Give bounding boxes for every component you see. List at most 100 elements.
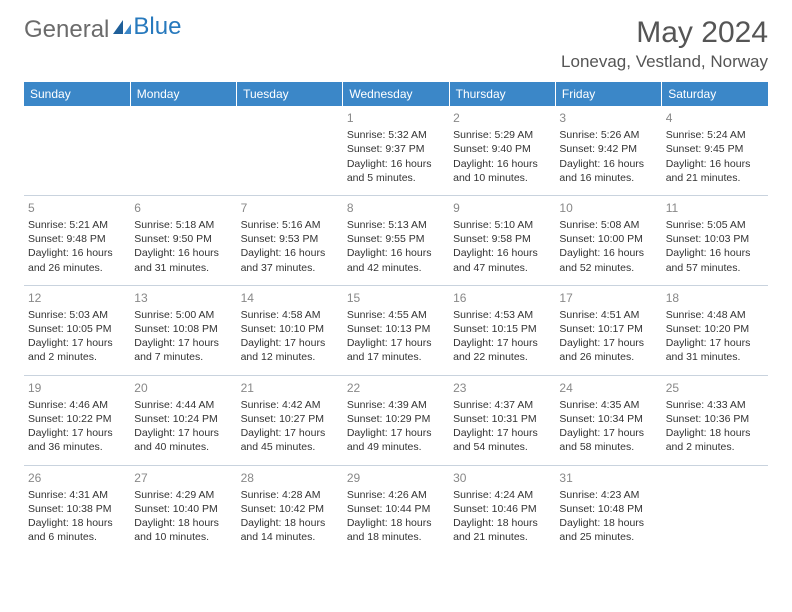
brand-text-1: General [24, 16, 109, 44]
calendar-day-cell: 9 Sunrise: 5:10 AMSunset: 9:58 PMDaylight… [449, 195, 555, 285]
calendar-day-cell: 29 Sunrise: 4:26 AMSunset: 10:44 PMDaylig… [343, 465, 449, 554]
day-info: Sunrise: 4:33 AMSunset: 10:36 PMDaylight… [666, 398, 764, 455]
day-info: Sunrise: 4:44 AMSunset: 10:24 PMDaylight… [134, 398, 232, 455]
weekday-header: Thursday [449, 82, 555, 106]
day-info: Sunrise: 4:29 AMSunset: 10:40 PMDaylight… [134, 488, 232, 545]
day-number: 6 [134, 200, 232, 216]
day-number: 26 [28, 470, 126, 486]
day-info: Sunrise: 5:13 AMSunset: 9:55 PMDaylight:… [347, 218, 445, 275]
calendar-day-cell: 7 Sunrise: 5:16 AMSunset: 9:53 PMDaylight… [237, 195, 343, 285]
day-number: 2 [453, 110, 551, 126]
day-info: Sunrise: 4:39 AMSunset: 10:29 PMDaylight… [347, 398, 445, 455]
day-info: Sunrise: 5:05 AMSunset: 10:03 PMDaylight… [666, 218, 764, 275]
weekday-header: Friday [555, 82, 661, 106]
day-info: Sunrise: 4:46 AMSunset: 10:22 PMDaylight… [28, 398, 126, 455]
day-info: Sunrise: 4:26 AMSunset: 10:44 PMDaylight… [347, 488, 445, 545]
calendar-day-cell: 3Sunrise: 5:26 AMSunset: 9:42 PMDaylight… [555, 106, 661, 195]
calendar-day-cell: 12 Sunrise: 5:03 AMSunset: 10:05 PMDaylig… [24, 285, 130, 375]
day-number: 8 [347, 200, 445, 216]
day-info: Sunrise: 5:32 AMSunset: 9:37 PMDaylight:… [347, 128, 445, 185]
sail-icon [111, 18, 133, 43]
weekday-header: Tuesday [237, 82, 343, 106]
day-info: Sunrise: 4:37 AMSunset: 10:31 PMDaylight… [453, 398, 551, 455]
day-number: 16 [453, 290, 551, 306]
day-number: 28 [241, 470, 339, 486]
calendar-day-cell: 20 Sunrise: 4:44 AMSunset: 10:24 PMDaylig… [130, 375, 236, 465]
location-text: Lonevag, Vestland, Norway [561, 52, 768, 72]
day-info: Sunrise: 4:28 AMSunset: 10:42 PMDaylight… [241, 488, 339, 545]
day-number: 15 [347, 290, 445, 306]
calendar-day-cell: 4Sunrise: 5:24 AMSunset: 9:45 PMDaylight… [662, 106, 768, 195]
day-info: Sunrise: 5:10 AMSunset: 9:58 PMDaylight:… [453, 218, 551, 275]
day-number: 13 [134, 290, 232, 306]
calendar-day-cell: 31 Sunrise: 4:23 AMSunset: 10:48 PMDaylig… [555, 465, 661, 554]
day-number: 5 [28, 200, 126, 216]
calendar-day-cell: 23 Sunrise: 4:37 AMSunset: 10:31 PMDaylig… [449, 375, 555, 465]
day-info: Sunrise: 4:31 AMSunset: 10:38 PMDaylight… [28, 488, 126, 545]
day-number: 30 [453, 470, 551, 486]
calendar-day-cell: 17Sunrise: 4:51 AMSunset: 10:17 PMDaylig… [555, 285, 661, 375]
calendar-day-cell [237, 106, 343, 195]
title-block: May 2024 Lonevag, Vestland, Norway [561, 16, 768, 72]
day-number: 20 [134, 380, 232, 396]
weekday-header: Wednesday [343, 82, 449, 106]
day-info: Sunrise: 4:42 AMSunset: 10:27 PMDaylight… [241, 398, 339, 455]
day-info: Sunrise: 4:24 AMSunset: 10:46 PMDaylight… [453, 488, 551, 545]
day-info: Sunrise: 4:35 AMSunset: 10:34 PMDaylight… [559, 398, 657, 455]
calendar-day-cell [662, 465, 768, 554]
calendar-day-cell: 25 Sunrise: 4:33 AMSunset: 10:36 PMDaylig… [662, 375, 768, 465]
day-number: 24 [559, 380, 657, 396]
day-number: 10 [559, 200, 657, 216]
weekday-header: Monday [130, 82, 236, 106]
day-number: 12 [28, 290, 126, 306]
day-number: 25 [666, 380, 764, 396]
day-info: Sunrise: 5:00 AMSunset: 10:08 PMDaylight… [134, 308, 232, 365]
calendar-table: SundayMondayTuesdayWednesdayThursdayFrid… [24, 82, 768, 554]
day-info: Sunrise: 5:03 AMSunset: 10:05 PMDaylight… [28, 308, 126, 365]
brand-text-2: Blue [133, 13, 181, 40]
calendar-day-cell: 21Sunrise: 4:42 AMSunset: 10:27 PMDaylig… [237, 375, 343, 465]
day-number: 1 [347, 110, 445, 126]
day-info: Sunrise: 5:24 AMSunset: 9:45 PMDaylight:… [666, 128, 764, 185]
day-info: Sunrise: 5:21 AMSunset: 9:48 PMDaylight:… [28, 218, 126, 275]
calendar-day-cell: 24 Sunrise: 4:35 AMSunset: 10:34 PMDaylig… [555, 375, 661, 465]
calendar-day-cell: 2 Sunrise: 5:29 AMSunset: 9:40 PMDaylight… [449, 106, 555, 195]
calendar-day-cell: 28 Sunrise: 4:28 AMSunset: 10:42 PMDaylig… [237, 465, 343, 554]
calendar-week-row: 12 Sunrise: 5:03 AMSunset: 10:05 PMDaylig… [24, 285, 768, 375]
day-info: Sunrise: 5:29 AMSunset: 9:40 PMDaylight:… [453, 128, 551, 185]
day-number: 23 [453, 380, 551, 396]
calendar-day-cell: 27 Sunrise: 4:29 AMSunset: 10:40 PMDaylig… [130, 465, 236, 554]
day-info: Sunrise: 4:51 AMSunset: 10:17 PMDaylight… [559, 308, 657, 365]
calendar-day-cell: 10 Sunrise: 5:08 AMSunset: 10:00 PMDaylig… [555, 195, 661, 285]
day-number: 14 [241, 290, 339, 306]
calendar-day-cell [24, 106, 130, 195]
weekday-header-row: SundayMondayTuesdayWednesdayThursdayFrid… [24, 82, 768, 106]
calendar-day-cell: 19 Sunrise: 4:46 AMSunset: 10:22 PMDaylig… [24, 375, 130, 465]
day-number: 11 [666, 200, 764, 216]
calendar-day-cell: 5 Sunrise: 5:21 AMSunset: 9:48 PMDaylight… [24, 195, 130, 285]
calendar-day-cell: 16 Sunrise: 4:53 AMSunset: 10:15 PMDaylig… [449, 285, 555, 375]
day-info: Sunrise: 5:16 AMSunset: 9:53 PMDaylight:… [241, 218, 339, 275]
day-number: 18 [666, 290, 764, 306]
calendar-body: 1 Sunrise: 5:32 AMSunset: 9:37 PMDaylight… [24, 106, 768, 554]
calendar-week-row: 19 Sunrise: 4:46 AMSunset: 10:22 PMDaylig… [24, 375, 768, 465]
calendar-day-cell [130, 106, 236, 195]
calendar-day-cell: 18Sunrise: 4:48 AMSunset: 10:20 PMDaylig… [662, 285, 768, 375]
weekday-header: Saturday [662, 82, 768, 106]
day-number: 9 [453, 200, 551, 216]
calendar-day-cell: 13 Sunrise: 5:00 AMSunset: 10:08 PMDaylig… [130, 285, 236, 375]
day-number: 27 [134, 470, 232, 486]
day-number: 22 [347, 380, 445, 396]
weekday-header: Sunday [24, 82, 130, 106]
day-info: Sunrise: 5:18 AMSunset: 9:50 PMDaylight:… [134, 218, 232, 275]
day-number: 7 [241, 200, 339, 216]
day-info: Sunrise: 4:23 AMSunset: 10:48 PMDaylight… [559, 488, 657, 545]
day-info: Sunrise: 5:08 AMSunset: 10:00 PMDaylight… [559, 218, 657, 275]
day-info: Sunrise: 4:53 AMSunset: 10:15 PMDaylight… [453, 308, 551, 365]
day-number: 29 [347, 470, 445, 486]
month-title: May 2024 [561, 16, 768, 50]
day-number: 31 [559, 470, 657, 486]
day-number: 19 [28, 380, 126, 396]
calendar-day-cell: 1 Sunrise: 5:32 AMSunset: 9:37 PMDaylight… [343, 106, 449, 195]
calendar-week-row: 26 Sunrise: 4:31 AMSunset: 10:38 PMDaylig… [24, 465, 768, 554]
